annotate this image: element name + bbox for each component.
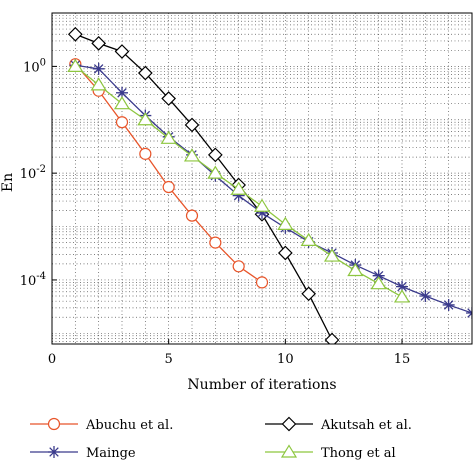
legend-label: Mainge: [86, 446, 136, 461]
star-marker-strokes: [48, 446, 60, 458]
data-point-akutsah-et-al: [324, 332, 340, 344]
data-point-abuchu-et-al: [139, 147, 152, 160]
data-point-thong-et-al: [277, 216, 294, 230]
data-point-thong-et-al: [323, 248, 341, 262]
x-axis-label: Number of iterations: [187, 377, 336, 393]
data-point-thong-et-al: [67, 58, 84, 72]
x-tick-label: 15: [394, 352, 411, 367]
star-marker-strokes: [466, 307, 472, 320]
data-point-thong-et-al: [160, 130, 177, 144]
legend-marker: [281, 416, 297, 432]
series-line-akutsah-et-al: [75, 33, 333, 341]
data-point-mainge: [396, 280, 408, 293]
star-marker-strokes: [92, 62, 105, 75]
legend-label: Akutsah et al.: [320, 418, 412, 433]
legend-marker: [47, 417, 61, 431]
y-tick-label: 10-4: [20, 271, 46, 289]
y-tick-label: 100: [23, 57, 46, 75]
grid: [52, 13, 472, 344]
data-point-thong-et-al: [90, 77, 107, 91]
data-point-akutsah-et-al: [137, 65, 153, 81]
data-point-thong-et-al: [137, 112, 154, 126]
data-point-akutsah-et-al: [184, 117, 200, 133]
star-marker-strokes: [232, 189, 245, 202]
data-point-mainge: [256, 206, 268, 219]
legend-marker: [280, 444, 298, 458]
star-marker-strokes: [256, 206, 268, 219]
data-point-akutsah-et-al: [114, 44, 130, 59]
data-point-thong-et-al: [230, 181, 247, 195]
data-point-thong-et-al: [300, 232, 317, 247]
data-point-thong-et-al: [253, 198, 271, 212]
data-point-abuchu-et-al: [115, 116, 129, 129]
legend-item-akutsah-et-al: Akutsah et al.: [265, 416, 412, 433]
legend: Abuchu et al. Akutsah et al. Mainge Thong e…: [30, 416, 412, 461]
data-point-akutsah-et-al: [301, 286, 317, 302]
star-marker-strokes: [116, 86, 128, 99]
y-ticks: 100 10-2 10-4: [20, 57, 57, 289]
data-point-mainge: [116, 86, 128, 99]
legend-marker: [48, 446, 60, 458]
data-point-thong-et-al: [393, 289, 411, 303]
data-point-akutsah-et-al: [161, 91, 177, 106]
x-tick-label: 10: [277, 352, 294, 367]
star-marker-strokes: [419, 290, 432, 303]
legend-item-mainge: Mainge: [30, 446, 136, 461]
data-point-abuchu-et-al: [209, 236, 222, 249]
legend-item-abuchu-et-al: Abuchu et al.: [30, 417, 173, 433]
data-point-abuchu-et-al: [162, 180, 175, 194]
star-marker-strokes: [372, 269, 385, 282]
data-point-mainge: [92, 62, 105, 75]
star-marker-strokes: [442, 298, 455, 311]
data-point-mainge: [466, 307, 472, 320]
data-point-akutsah-et-al: [277, 245, 293, 261]
series-thong-et-al: [67, 58, 411, 303]
data-point-thong-et-al: [113, 96, 131, 110]
data-point-mainge: [232, 189, 245, 202]
plot-frame: [51, 12, 473, 345]
y-axis-label: En: [0, 173, 16, 192]
x-ticks: 0 5 10 15: [48, 339, 410, 367]
data-point-mainge: [372, 269, 385, 282]
data-point-thong-et-al: [207, 165, 224, 179]
data-point-mainge: [442, 298, 455, 311]
data-point-thong-et-al: [370, 276, 387, 290]
legend-label: Thong et al: [321, 446, 396, 461]
series-layer: [67, 26, 472, 344]
series-abuchu-et-al: [69, 58, 269, 289]
data-point-mainge: [419, 290, 432, 303]
data-point-akutsah-et-al: [91, 36, 107, 51]
data-point-abuchu-et-al: [185, 209, 199, 222]
data-point-abuchu-et-al: [232, 260, 245, 273]
data-point-akutsah-et-al: [207, 147, 223, 163]
star-marker-strokes: [396, 280, 408, 293]
data-point-thong-et-al: [347, 262, 364, 277]
y-tick-label: 10-2: [20, 164, 46, 182]
data-point-abuchu-et-al: [255, 276, 269, 289]
data-point-akutsah-et-al: [67, 26, 83, 42]
series-akutsah-et-al: [67, 26, 340, 344]
data-point-thong-et-al: [183, 148, 201, 162]
x-tick-label: 5: [165, 352, 173, 367]
legend-label: Abuchu et al.: [85, 418, 173, 433]
x-tick-label: 0: [48, 352, 56, 367]
legend-item-thong-et-al: Thong et al: [265, 444, 396, 461]
